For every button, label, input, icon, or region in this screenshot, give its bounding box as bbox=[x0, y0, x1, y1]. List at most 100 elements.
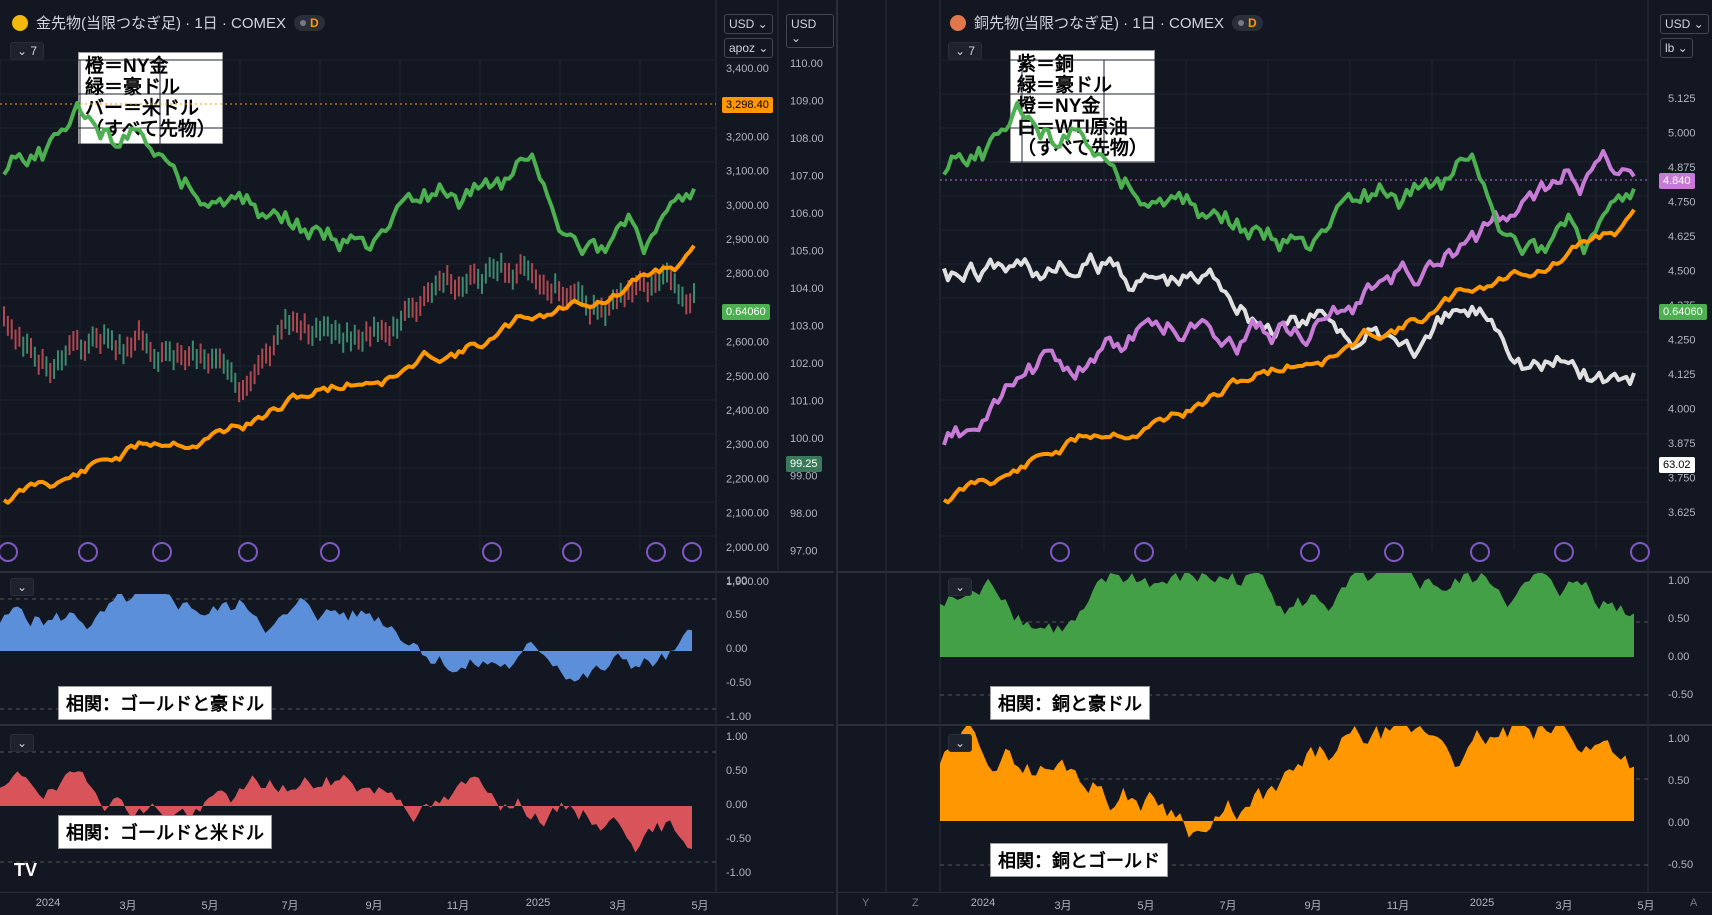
aud-series-line bbox=[942, 100, 1636, 257]
corr-axis-tick: -1.00 bbox=[726, 711, 751, 723]
last-price-gold: 3,298.40 bbox=[722, 97, 773, 113]
pane-collapse-button[interactable]: ⌄ bbox=[948, 578, 973, 596]
x-label: 3月 bbox=[1555, 900, 1573, 912]
gold-axis-tick: 2,600.00 bbox=[726, 337, 769, 349]
copper-axis-tick: 4.250 bbox=[1668, 335, 1696, 347]
gold-axis-tick: 2,300.00 bbox=[726, 439, 769, 451]
unit-selector[interactable]: lb ⌄ bbox=[1660, 38, 1693, 58]
corr-axis-tick: 1.00 bbox=[1668, 575, 1689, 587]
copper-axis-tick: 4.875 bbox=[1668, 162, 1696, 174]
corr-label-copper-aud: 相関：銅と豪ドル bbox=[990, 686, 1150, 720]
usd-axis-tick: 103.00 bbox=[790, 321, 824, 333]
gold-series-line bbox=[942, 208, 1636, 505]
oil-series-line bbox=[942, 252, 1636, 386]
gold-axis-tick: 3,400.00 bbox=[726, 63, 769, 75]
corr-axis-tick: 0.50 bbox=[726, 609, 747, 621]
last-price-oil: 63.02 bbox=[1659, 457, 1695, 473]
footer-z-button[interactable]: Z bbox=[912, 897, 919, 909]
copper-axis-tick: 4.125 bbox=[1668, 369, 1696, 381]
corr-axis-tick: 0.50 bbox=[1668, 613, 1689, 625]
event-marker-icon bbox=[482, 542, 502, 562]
corr-axis-tick: -0.50 bbox=[1668, 689, 1693, 701]
currency-selector-2[interactable]: USD ⌄ bbox=[786, 14, 834, 48]
corr-axis-tick: 0.00 bbox=[1668, 651, 1689, 663]
footer-y-button[interactable]: Y bbox=[862, 897, 870, 909]
gold-symbol-icon bbox=[12, 14, 28, 31]
last-price-usd: 99.25 bbox=[786, 456, 822, 472]
gold-chart-canvas[interactable]: 3,400.003,300.003,200.003,100.003,000.00… bbox=[0, 0, 834, 915]
chart-panel-copper[interactable]: 銅先物(当限つなぎ足) · 1日 · COMEX D ⌄ 7 USD ⌄ lb … bbox=[836, 0, 1712, 915]
time-axis[interactable]: Y Z 2024 3月 5月 7月 9月 11月 2025 3月 5月 A bbox=[838, 892, 1712, 915]
x-label: 5月 bbox=[1637, 900, 1655, 912]
corr-axis-tick: 0.50 bbox=[1668, 775, 1689, 787]
event-marker-icon bbox=[320, 542, 340, 562]
x-label: 9月 bbox=[1304, 900, 1322, 912]
event-marker-icon bbox=[646, 542, 666, 562]
currency-selector[interactable]: USD ⌄ bbox=[724, 14, 773, 34]
copper-axis-tick: 5.125 bbox=[1668, 93, 1696, 105]
gold-axis-tick: 1,900.00 bbox=[726, 576, 769, 588]
copper-axis-tick: 4.625 bbox=[1668, 231, 1696, 243]
gold-axis-tick: 3,000.00 bbox=[726, 200, 769, 212]
x-label: 7月 bbox=[281, 900, 299, 912]
event-marker-icon bbox=[238, 542, 258, 562]
pane-collapse-button[interactable]: ⌄ bbox=[10, 578, 35, 596]
corr-axis-tick: 0.00 bbox=[726, 799, 747, 811]
corr-axis-tick: -0.50 bbox=[726, 677, 751, 689]
chart-panel-gold[interactable]: 金先物(当限つなぎ足) · 1日 · COMEX D ⌄ 7 USD ⌄ apo… bbox=[0, 0, 834, 915]
copper-axis-tick: 4.000 bbox=[1668, 404, 1696, 416]
legend-box: 紫＝銅 緑＝豪ドル 橙＝NY金 白＝WTI原油 （すべて先物） bbox=[1010, 50, 1155, 163]
currency-selector[interactable]: USD ⌄ bbox=[1660, 14, 1709, 34]
copper-chart-canvas[interactable]: 5.1255.0004.8754.7504.6254.5004.3754.250… bbox=[838, 0, 1712, 915]
gold-axis-tick: 2,900.00 bbox=[726, 234, 769, 246]
time-axis[interactable]: 2024 3月 5月 7月 9月 11月 2025 3月 5月 bbox=[0, 892, 834, 915]
usd-axis-tick: 109.00 bbox=[790, 96, 824, 108]
gold-axis-tick: 3,200.00 bbox=[726, 131, 769, 143]
x-label: 2025 bbox=[1469, 897, 1495, 909]
symbol-header[interactable]: 金先物(当限つなぎ足) · 1日 · COMEX D bbox=[12, 12, 325, 33]
usd-axis-tick: 107.00 bbox=[790, 171, 824, 183]
x-label: 7月 bbox=[1219, 900, 1237, 912]
event-marker-icon bbox=[1630, 542, 1650, 562]
x-label: 3月 bbox=[1054, 900, 1072, 912]
corr-label-copper-gold: 相関：銅とゴールド bbox=[990, 843, 1168, 877]
copper-axis-tick: 4.500 bbox=[1668, 266, 1696, 278]
copper-series-line bbox=[942, 149, 1636, 446]
corr-axis-tick: -0.50 bbox=[726, 833, 751, 845]
copper-axis-tick: 3.625 bbox=[1668, 507, 1696, 519]
last-price-copper: 4.840 bbox=[1659, 173, 1695, 189]
x-label: 5月 bbox=[691, 900, 709, 912]
copper-axis-tick: 4.750 bbox=[1668, 197, 1696, 209]
corr-axis-tick: 1.00 bbox=[726, 575, 747, 587]
x-label: 9月 bbox=[365, 900, 383, 912]
usd-axis-tick: 108.00 bbox=[790, 133, 824, 145]
corr-axis-tick: 1.00 bbox=[1668, 733, 1689, 745]
tradingview-logo: TV bbox=[14, 860, 38, 880]
event-marker-icon bbox=[1134, 542, 1154, 562]
usd-axis-tick: 106.00 bbox=[790, 208, 824, 220]
symbol-header[interactable]: 銅先物(当限つなぎ足) · 1日 · COMEX D bbox=[950, 12, 1263, 33]
corr-axis-tick: -0.50 bbox=[1668, 859, 1693, 871]
x-label: 3月 bbox=[609, 900, 627, 912]
copper-axis-tick: 5.000 bbox=[1668, 128, 1696, 140]
corr-label-gold-aud: 相関：ゴールドと豪ドル bbox=[58, 686, 272, 720]
event-marker-icon bbox=[682, 542, 702, 562]
copper-axis-tick: 3.875 bbox=[1668, 438, 1696, 450]
footer-a-button[interactable]: A bbox=[1690, 897, 1698, 909]
last-price-aud: 0.64060 bbox=[1659, 304, 1707, 320]
gold-axis-tick: 2,000.00 bbox=[726, 542, 769, 554]
gold-series-line bbox=[2, 244, 696, 505]
x-label: 3月 bbox=[119, 900, 137, 912]
pane-collapse-button-2[interactable]: ⌄ bbox=[10, 734, 35, 752]
unit-selector[interactable]: apoz ⌄ bbox=[724, 38, 774, 58]
corr-area-gold-usd bbox=[0, 771, 692, 853]
interval-badge[interactable]: D bbox=[1232, 14, 1263, 31]
usd-axis-tick: 102.00 bbox=[790, 358, 824, 370]
corr-area-gold-aud bbox=[0, 594, 692, 682]
usd-axis-tick: 98.00 bbox=[790, 508, 818, 520]
pane-collapse-button-2[interactable]: ⌄ bbox=[948, 734, 973, 752]
copper-symbol-icon bbox=[950, 14, 966, 31]
copper-axis-tick: 3.750 bbox=[1668, 473, 1696, 485]
event-marker-icon bbox=[1384, 542, 1404, 562]
interval-badge[interactable]: D bbox=[294, 14, 325, 31]
